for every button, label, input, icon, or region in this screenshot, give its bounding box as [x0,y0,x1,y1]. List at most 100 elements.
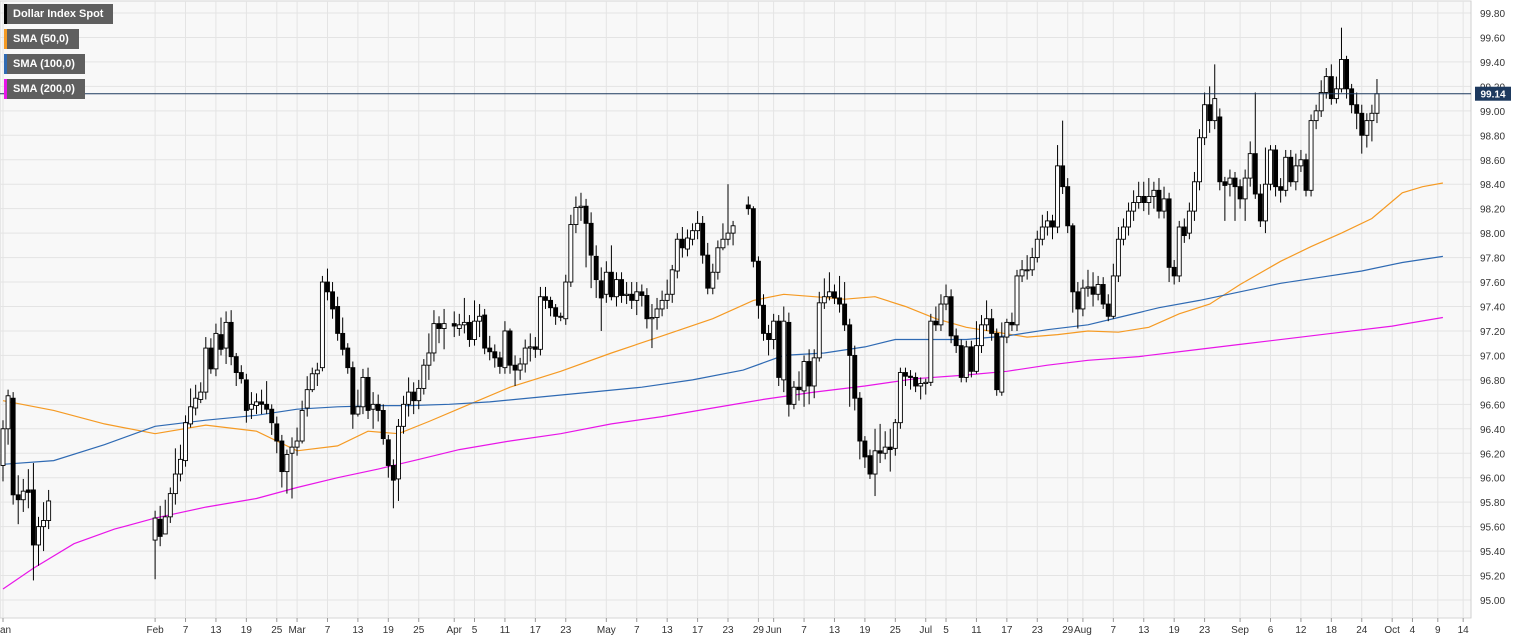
x-tick-label: 25 [413,625,425,636]
candle-body [492,351,498,359]
candle-body [1019,269,1025,277]
x-tick-label: 13 [352,625,364,636]
candle-body [167,493,173,518]
candle-body [654,308,660,318]
candle-body [821,296,827,304]
candle-body [441,323,447,329]
candle-body [1354,104,1360,114]
x-tick-label: 7 [801,625,807,636]
candle-body [380,409,386,440]
candle-body [1247,153,1253,179]
candle-body [1268,149,1273,185]
last-price-badge [1475,86,1511,101]
candle-body [887,446,893,451]
candle-body [1308,120,1314,191]
candle-body [46,500,52,521]
candle-body [1085,286,1091,289]
candle-body [527,346,533,349]
candle-body [228,321,234,358]
candle-body [700,222,706,256]
x-tick-label: 25 [271,625,283,636]
candle-body [695,222,701,232]
candle-body [1369,112,1375,122]
candle-body [852,354,858,399]
candle-body [791,386,797,405]
plot-background [0,0,1472,619]
x-tick-label: 17 [692,625,704,636]
candle-body [598,280,604,299]
candle-body [279,440,285,473]
x-tick-label: 13 [210,625,222,636]
x-tick-label: 14 [1458,625,1470,636]
candle-body [857,397,863,442]
candle-body [816,302,822,359]
y-tick-label: 95.40 [1480,547,1505,558]
candle-body [750,208,756,262]
candle-body [953,335,959,347]
candle-body [330,291,335,310]
candle-body [1029,257,1035,271]
x-tick-label: 5 [472,625,478,636]
candle-body [796,386,802,391]
candle-body [1146,195,1152,204]
candle-body [208,347,214,370]
candle-body [1202,104,1208,139]
candle-body [629,293,635,301]
x-tick-label: 23 [1199,625,1211,636]
candle-body [477,315,483,322]
candle-body [20,490,26,501]
candle-body [1126,210,1131,228]
candle-body [522,347,528,365]
x-tick-label: 13 [662,625,674,636]
y-tick-label: 98.80 [1480,131,1505,142]
candle-body [1131,202,1137,212]
candle-body [842,303,848,326]
candle-body [456,324,462,329]
candle-body [1055,165,1061,228]
candle-body [548,299,554,309]
candle-body [923,381,929,384]
candle-body [877,450,883,454]
y-tick-label: 98.20 [1480,205,1505,216]
candle-body [1339,59,1344,90]
candle-body [1344,59,1350,90]
x-tick-label: 13 [829,625,841,636]
candle-body [1176,226,1182,277]
x-tick-label: 5 [943,625,949,636]
candle-body [603,271,609,295]
candle-body [958,345,964,378]
x-tick-label: Mar [288,625,306,636]
candle-body [289,446,295,454]
candle-body [406,391,412,405]
candle-body [994,332,1000,391]
candle-body [365,376,371,411]
candle-body [583,205,589,224]
candle-body [882,446,888,454]
y-tick-label: 96.00 [1480,474,1505,485]
candle-body [233,356,239,373]
candle-body [933,320,939,326]
candle-body [1278,186,1284,191]
candle-body [309,373,315,391]
x-tick-label: 18 [1326,625,1338,636]
candle-body [36,526,41,546]
candle-body [1349,88,1355,106]
candle-body [1009,321,1015,326]
candle-body [664,293,670,301]
legend-sma-100-label: SMA (100,0) [13,58,75,70]
candle-body [1095,284,1101,295]
candle-body [614,279,619,298]
candle-body [781,320,787,381]
candle-body [203,347,209,393]
y-tick-label: 99.40 [1480,58,1505,69]
x-tick-label: 29 [1062,625,1074,636]
candle-body [299,409,305,442]
candle-body [1065,186,1071,227]
y-tick-label: 97.80 [1480,254,1505,265]
candle-body [1217,116,1223,183]
candle-body [172,473,178,495]
candle-body [999,336,1005,393]
candle-body [1359,112,1365,136]
y-tick-label: 97.40 [1480,303,1505,314]
candle-body [543,296,548,301]
